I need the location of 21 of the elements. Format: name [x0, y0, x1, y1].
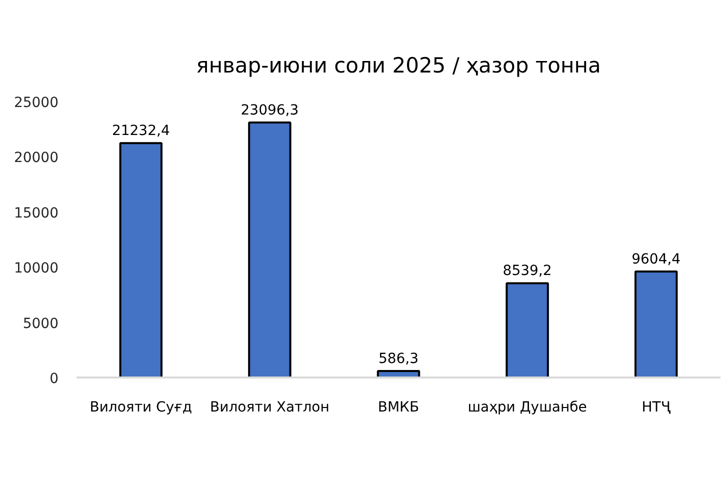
data-label: 23096,3 — [240, 102, 299, 119]
data-label: 21232,4 — [112, 123, 170, 140]
data-label: 9604,4 — [632, 251, 681, 268]
x-tick-label: Вилояти Хатлон — [210, 400, 330, 416]
x-tick-label: шаҳри Душанбе — [468, 400, 587, 416]
x-tick-label: НТҶ — [642, 400, 671, 416]
y-tick-label: 25000 — [14, 95, 59, 111]
bar — [634, 270, 678, 378]
y-tick-label: 15000 — [14, 205, 59, 222]
x-tick-label: ВМКБ — [378, 400, 420, 416]
data-label: 586,3 — [378, 351, 419, 368]
y-tick-label: 5000 — [22, 316, 59, 332]
data-label: 8539,2 — [502, 263, 552, 280]
bar — [506, 282, 549, 378]
y-tick-label: 0 — [50, 371, 59, 387]
y-tick-label: 10000 — [14, 260, 59, 277]
y-tick-label: 20000 — [14, 150, 59, 166]
bar — [119, 142, 163, 378]
x-tick-label: Вилояти Суғд — [90, 400, 192, 416]
chart-title: январ-июни соли 2025 / ҳазор тонна — [196, 54, 601, 78]
bar — [248, 122, 292, 378]
